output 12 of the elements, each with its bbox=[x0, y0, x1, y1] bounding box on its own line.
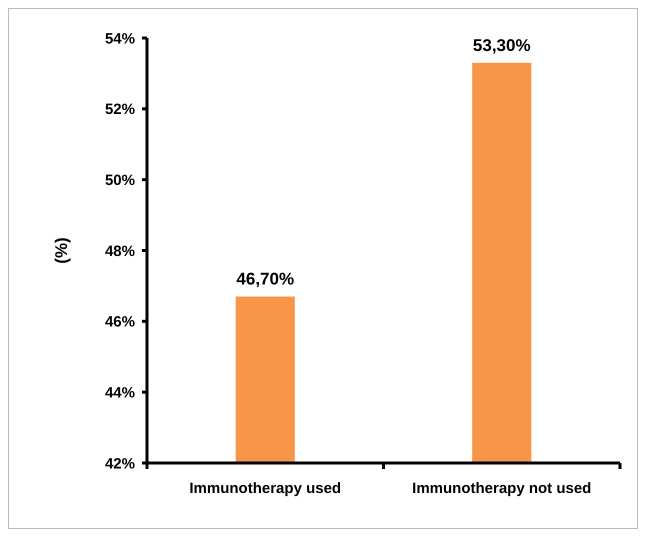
y-tick-label: 50% bbox=[104, 172, 135, 189]
y-tick-label: 46% bbox=[104, 314, 135, 331]
x-tick-label: Immunotherapy not used bbox=[412, 480, 592, 497]
x-tick-label: Immunotherapy used bbox=[189, 480, 342, 497]
data-label: 46,70% bbox=[236, 270, 294, 289]
y-tick-label: 44% bbox=[104, 384, 135, 402]
y-tick-label: 42% bbox=[104, 455, 135, 472]
y-tick-label: 54% bbox=[104, 30, 135, 48]
y-axis-title: (%) bbox=[52, 237, 71, 264]
y-tick-label: 48% bbox=[104, 242, 135, 260]
y-tick-label: 52% bbox=[104, 101, 135, 118]
data-label: 53,30% bbox=[472, 36, 531, 55]
